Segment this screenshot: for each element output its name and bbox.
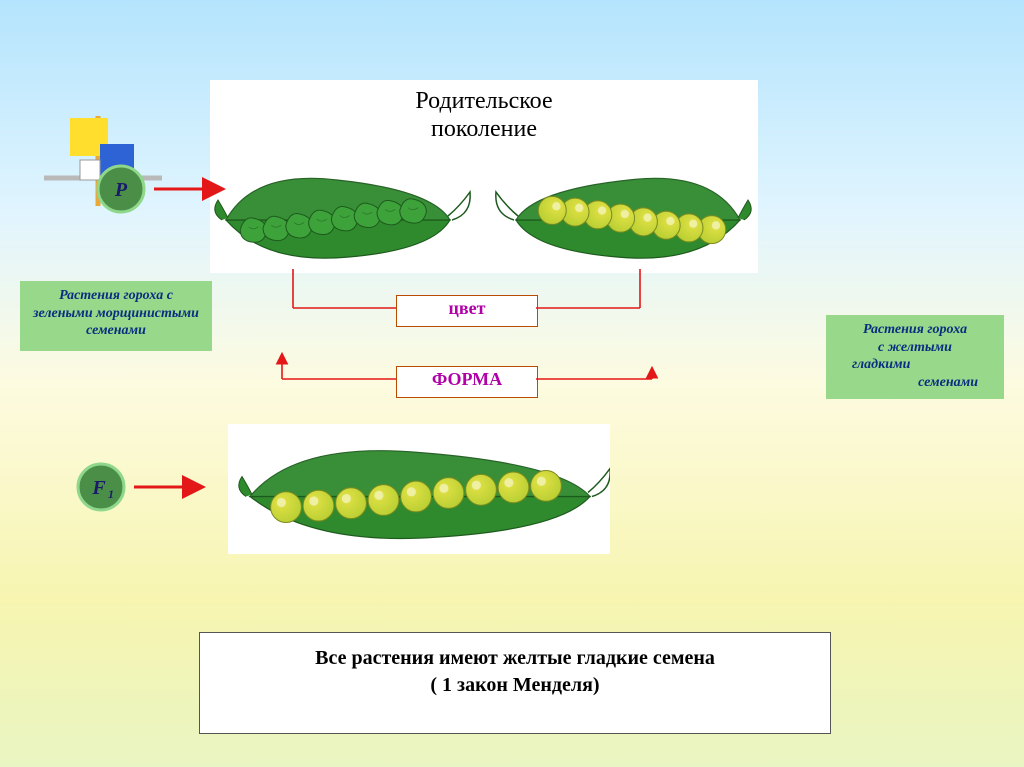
conclusion-line1: Все растения имеют желтые гладкие семена — [210, 645, 820, 672]
right-parent-description: Растения горохас желтымигладкимисеменами — [826, 315, 1004, 399]
svg-text:1: 1 — [108, 487, 114, 501]
svg-text:поколение: поколение — [431, 116, 537, 142]
parent-generation-panel: Родительскоепоколение — [210, 80, 758, 273]
offspring-panel — [228, 424, 610, 554]
svg-text:F: F — [91, 477, 106, 499]
svg-text:P: P — [114, 179, 128, 201]
conclusion-line2: ( 1 закон Менделя) — [210, 672, 820, 699]
trait-color-tag: цвет — [396, 295, 538, 327]
conclusion-box: Все растения имеют желтые гладкие семена… — [199, 632, 831, 734]
svg-text:Родительское: Родительское — [415, 88, 552, 114]
p-generation-marker: P — [92, 160, 150, 218]
left-parent-description: Растения гороха с зелеными морщинистыми … — [20, 281, 212, 351]
stage: P F1 Родительскоепоколение Растения горо… — [0, 0, 1024, 767]
f1-generation-marker: F1 — [72, 458, 130, 516]
offspring-pod-illustration — [228, 424, 610, 554]
parent-pods-illustration: Родительскоепоколение — [210, 80, 758, 273]
trait-shape-tag: ФОРМА — [396, 366, 538, 398]
